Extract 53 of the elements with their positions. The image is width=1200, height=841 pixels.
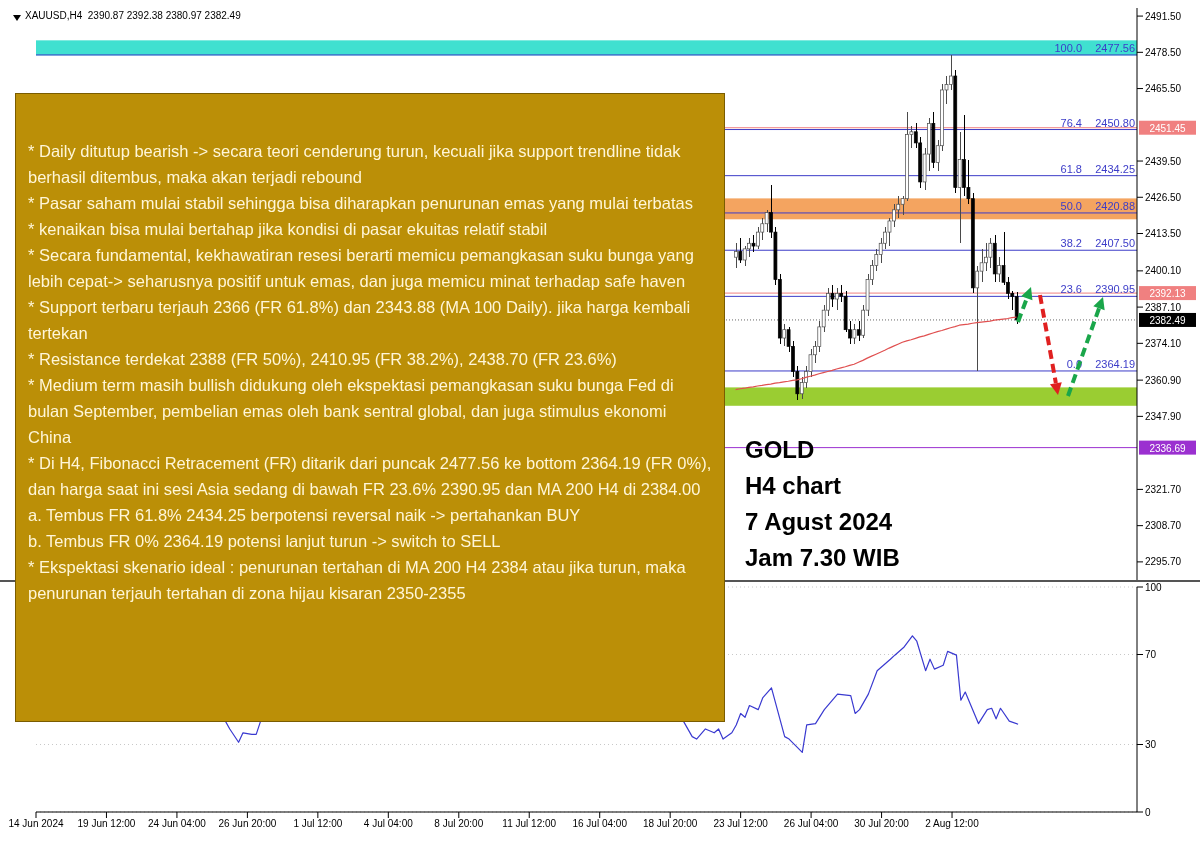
ref-line-label: 2392.13	[1149, 288, 1187, 300]
x-tick-label: 24 Jun 04:00	[148, 818, 207, 830]
y-tick-label: 2426.50	[1145, 191, 1182, 203]
x-tick-label: 4 Jul 04:00	[363, 818, 414, 830]
ref-line-label: 2451.45	[1149, 122, 1187, 134]
x-tick-label: 2 Aug 12:00	[925, 818, 980, 830]
x-tick-label: 23 Jul 12:00	[713, 818, 769, 830]
y-tick-label: 2491.50	[1145, 10, 1182, 22]
annotation: * Daily ditutup bearish -> secara teori cenderung turun, kecuali jika support trendline tidak berhasil ditembus, maka akan terjadi rebound	[28, 141, 682, 188]
ref-line-label: 2382.49	[1149, 314, 1187, 326]
x-tick-label: 11 Jul 12:00	[502, 818, 557, 830]
y-tick-label: 2413.50	[1145, 228, 1182, 240]
y-tick-label: 2295.70	[1145, 556, 1182, 568]
y-tick-label: 2400.10	[1145, 265, 1182, 277]
x-tick-label: 8 Jul 20:00	[434, 818, 484, 830]
ref-line-label: 2336.69	[1149, 442, 1187, 454]
x-tick-label: 18 Jul 20:00	[642, 818, 698, 830]
annotation: a. Tembus FR 61.8% 2434.25 berpotensi reversal naik -> pertahankan BUY	[28, 505, 582, 526]
text: 100.0 2477.56	[1054, 41, 1135, 54]
x-tick-label: 1 Jul 12:00	[293, 818, 343, 830]
annotation: * kenaikan bisa mulai bertahap jika kondisi di pasar ekuitas relatif stabil	[28, 219, 549, 240]
y-tick-label: 2387.10	[1145, 301, 1182, 313]
text: 61.8 2434.25	[1060, 162, 1135, 175]
annotation: b. Tembus FR 0% 2364.19 potensi lanjut turun -> switch to SELL	[28, 531, 502, 552]
y-tick-label: 2321.70	[1145, 483, 1182, 495]
y-tick-label: 2347.90	[1145, 410, 1182, 422]
chart-title: XAUUSD,H4 2390.87 2392.38 2380.97 2382.49	[25, 10, 241, 21]
y-tick-label: 2439.50	[1145, 155, 1182, 167]
x-tick-label: 26 Jul 04:00	[783, 818, 839, 830]
x-tick-label: 19 Jun 12:00	[77, 818, 136, 830]
text: 38.2 2407.50	[1060, 237, 1135, 250]
y-tick-label: 2308.70	[1145, 520, 1182, 532]
x-tick-label: 16 Jul 04:00	[572, 818, 628, 830]
annotation: * Medium term masih bullish didukung oleh ekspektasi pemangkasan suku bunga Fed di bulan September, pembelian emas oleh bank sentral global, dan juga stimulus ekonomi China	[28, 375, 675, 448]
y-tick-label: 70	[1145, 649, 1157, 661]
y-tick-label: 2360.90	[1145, 374, 1182, 386]
annotation: * Resistance terdekat 2388 (FR 50%), 2410.95 (FR 38.2%), 2438.70 (FR 23.6%)	[28, 349, 618, 370]
annotation: * Pasar saham mulai stabil sehingga bisa diharapkan penurunan emas yang mulai terbatas	[28, 193, 694, 214]
text: 50.0 2420.88	[1060, 199, 1135, 212]
y-tick-label: 100	[1145, 581, 1163, 593]
y-tick-label: 0	[1145, 806, 1151, 818]
y-tick-label: 2374.10	[1145, 337, 1182, 349]
y-tick-label: 30	[1145, 739, 1157, 751]
y-tick-label: 2465.50	[1145, 83, 1182, 95]
annotation: * Support terbaru terjauh 2366 (FR 61.8%) dan 2343.88 (MA 100 Daily). jika harga kembali tertekan	[28, 297, 692, 344]
y-tick-label: 2478.50	[1145, 46, 1182, 58]
x-tick-label: 30 Jul 20:00	[854, 818, 910, 830]
annotation: * Ekspektasi skenario ideal : penurunan tertahan di MA 200 H4 2384 atau jika turun, maka penurunan terjauh tertahan di zona hijau kisaran 2350-2355	[28, 557, 687, 604]
x-tick-label: 14 Jun 2024	[8, 818, 64, 830]
x-tick-label: 26 Jun 20:00	[218, 818, 277, 830]
text: 76.4 2450.80	[1060, 116, 1135, 129]
text: 23.6 2390.95	[1060, 283, 1135, 296]
annotation: * Secara fundamental, kekhawatiran resesi berarti memicu pemangkasan suku bunga yang lebih cepat-> seharusnya positif untuk emas, dan juga memicu minat terhadap safe haven	[28, 245, 695, 292]
